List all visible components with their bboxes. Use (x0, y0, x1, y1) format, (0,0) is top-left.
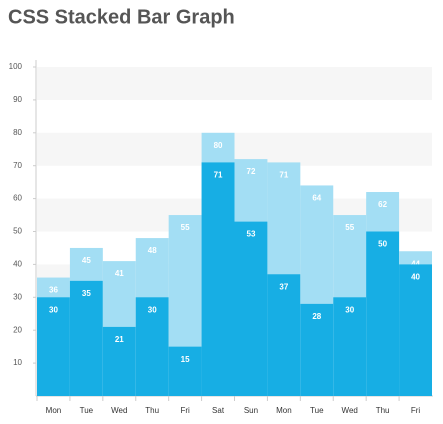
value-label: 64 (312, 194, 321, 203)
value-label: 15 (181, 355, 190, 364)
y-tick-label: 100 (9, 62, 23, 71)
bar (102, 326, 136, 396)
bar (201, 162, 235, 396)
y-tick-label: 40 (13, 260, 22, 269)
value-label: 28 (312, 312, 321, 321)
bar (135, 297, 169, 396)
value-label: 21 (115, 335, 124, 344)
bar (168, 346, 202, 396)
x-tick-label: Wed (111, 406, 127, 415)
bar (234, 221, 268, 396)
value-label: 40 (411, 273, 420, 282)
value-label: 55 (345, 223, 354, 232)
y-tick-label: 10 (13, 358, 22, 367)
y-tick-label: 30 (13, 292, 22, 301)
value-label: 30 (345, 305, 354, 314)
y-tick-label: 20 (13, 325, 22, 334)
grid-band (37, 67, 432, 100)
y-tick-label: 60 (13, 194, 22, 203)
x-tick-label: Thu (376, 406, 390, 415)
x-tick-label: Fri (180, 406, 190, 415)
x-tick-label: Mon (46, 406, 62, 415)
value-label: 35 (82, 289, 91, 298)
y-tick-label: 80 (13, 128, 22, 137)
chart-title: CSS Stacked Bar Graph (8, 6, 235, 28)
x-tick-label: Mon (276, 406, 292, 415)
bar (267, 274, 301, 396)
value-label: 48 (148, 246, 157, 255)
y-tick-label: 70 (13, 161, 22, 170)
value-label: 41 (115, 269, 124, 278)
bar (333, 297, 367, 396)
value-label: 71 (279, 171, 288, 180)
x-tick-label: Wed (342, 406, 358, 415)
value-label: 55 (181, 223, 190, 232)
value-label: 36 (49, 286, 58, 295)
value-label: 45 (82, 256, 91, 265)
value-label: 44 (411, 259, 420, 268)
value-label: 30 (49, 305, 58, 314)
value-label: 62 (378, 200, 387, 209)
x-tick-label: Tue (80, 406, 94, 415)
x-tick-label: Fri (411, 406, 421, 415)
x-tick-label: Tue (310, 406, 324, 415)
bar (69, 280, 103, 396)
y-tick-label: 50 (13, 227, 22, 236)
value-label: 71 (214, 171, 223, 180)
value-label: 80 (214, 141, 223, 150)
x-tick-label: Sat (212, 406, 225, 415)
value-label: 30 (148, 305, 157, 314)
value-label: 37 (279, 282, 288, 291)
x-tick-label: Sun (244, 406, 258, 415)
bar (37, 297, 70, 396)
value-label: 72 (247, 167, 256, 176)
y-tick-label: 90 (13, 95, 22, 104)
bar (399, 264, 432, 396)
bar (366, 231, 400, 396)
value-label: 53 (247, 230, 256, 239)
bar (300, 303, 334, 396)
value-label: 50 (378, 240, 387, 249)
x-tick-label: Thu (145, 406, 159, 415)
